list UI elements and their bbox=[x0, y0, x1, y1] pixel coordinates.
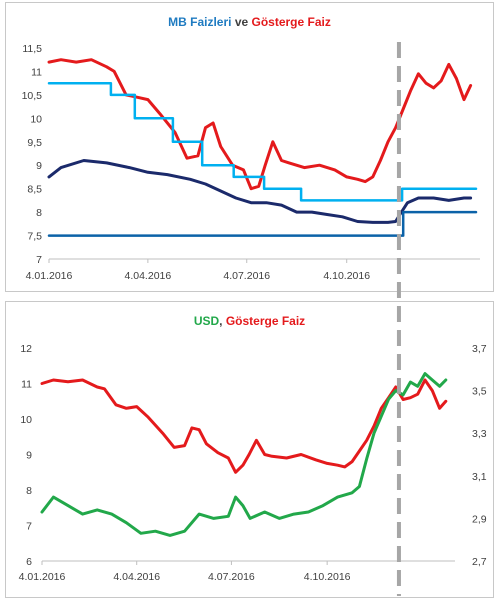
y-tick-label: 8 bbox=[26, 485, 32, 497]
y-tick-label: 8,5 bbox=[27, 184, 42, 196]
x-tick-label: 4.04.2016 bbox=[113, 571, 160, 583]
x-tick-label: 4.01.2016 bbox=[26, 270, 73, 282]
chart-panel-top: MB Faizleri ve Gösterge Faiz 11,5 11 10,5 1… bbox=[5, 2, 494, 292]
y-tick-label: 12 bbox=[20, 343, 32, 355]
series-line-3 bbox=[47, 210, 478, 237]
title-part-comma: , bbox=[219, 314, 226, 328]
x-tick-label: 4.10.2016 bbox=[323, 270, 370, 282]
x-tick-label: 4.04.2016 bbox=[125, 270, 172, 282]
y-tick-label: 6 bbox=[26, 556, 32, 568]
x-tick-label: 4.01.2016 bbox=[19, 571, 66, 583]
y2-tick-label: 3,5 bbox=[472, 386, 487, 398]
chart-title-top: MB Faizleri ve Gösterge Faiz bbox=[6, 15, 493, 29]
y-tick-label: 8 bbox=[36, 207, 42, 219]
y-tick-label: 9,5 bbox=[27, 137, 42, 149]
title-part-ve: ve bbox=[231, 15, 252, 29]
y-tick-label: 9 bbox=[26, 450, 32, 462]
y-tick-label: 10 bbox=[20, 414, 32, 426]
y-tick-label: 9 bbox=[36, 160, 42, 172]
y-tick-label: 7 bbox=[26, 521, 32, 533]
title-part-mb-faizleri: MB Faizleri bbox=[168, 15, 232, 29]
y-tick-label: 11 bbox=[21, 379, 32, 391]
y-tick-label: 10 bbox=[30, 113, 42, 125]
series-line-2 bbox=[47, 81, 478, 202]
series-line-0 bbox=[40, 378, 448, 474]
chart-title-bottom: USD, Gösterge Faiz bbox=[6, 314, 493, 328]
series-line-0 bbox=[47, 58, 473, 191]
y-tick-label: 11,5 bbox=[22, 43, 42, 55]
series-line-1 bbox=[47, 159, 473, 224]
y2-tick-label: 2,7 bbox=[472, 556, 487, 568]
y2-tick-label: 3,7 bbox=[472, 343, 487, 355]
x-tick-label: 4.10.2016 bbox=[304, 571, 351, 583]
y2-tick-label: 3,3 bbox=[472, 428, 487, 440]
y-tick-label: 11 bbox=[31, 66, 42, 78]
series-line-1 bbox=[40, 372, 448, 537]
title-part-gosterge-faiz: Gösterge Faiz bbox=[251, 15, 331, 29]
y-tick-label: 7 bbox=[36, 254, 42, 266]
y-tick-label: 7,5 bbox=[27, 231, 42, 243]
title-part-gosterge-faiz: Gösterge Faiz bbox=[225, 314, 306, 328]
x-tick-label: 4.07.2016 bbox=[223, 270, 270, 282]
chart-plot-top: 11,5 11 10,5 10 9,5 9 8,5 8 7,5 7 4.01.2016 4.04.20… bbox=[22, 43, 480, 282]
chart-plot-bottom: 12 11 10 9 8 7 6 3,7 3,5 3,3 3,1 2,9 2,7 4.01.2016 4.0… bbox=[19, 343, 487, 583]
y-tick-label: 10,5 bbox=[22, 90, 43, 102]
y2-tick-label: 3,1 bbox=[472, 471, 487, 483]
title-part-usd: USD bbox=[193, 314, 220, 328]
y2-tick-label: 2,9 bbox=[472, 513, 487, 525]
chart-panel-bottom: USD, Gösterge Faiz 12 11 10 9 8 7 6 3,7 3,5 3,3 3,… bbox=[5, 301, 494, 598]
x-tick-label: 4.07.2016 bbox=[208, 571, 255, 583]
